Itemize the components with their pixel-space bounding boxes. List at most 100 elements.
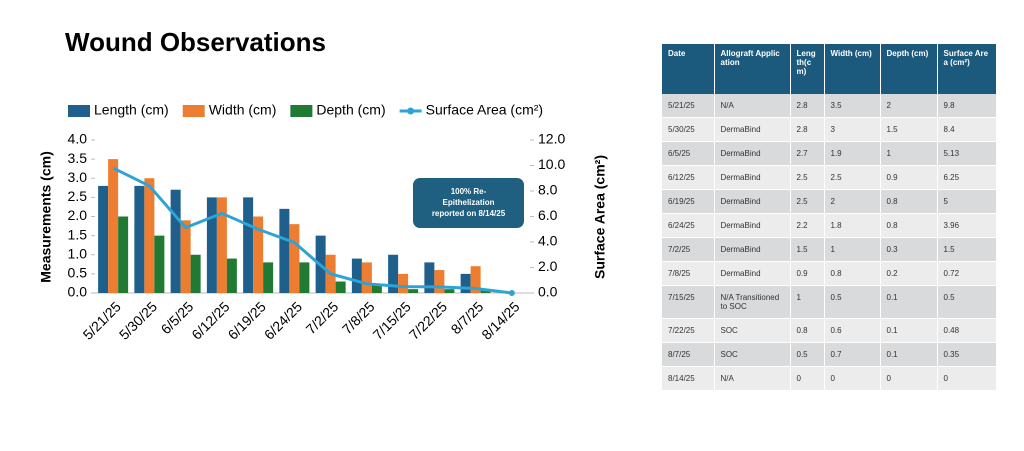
table-row: 8/7/25 SOC 0.5 0.7 0.1 0.35 (662, 342, 997, 367)
legend-swatch (290, 105, 313, 117)
table-cell: 0.9 (790, 261, 825, 286)
column-header: Length(cm) (790, 44, 825, 94)
bar (243, 197, 254, 293)
bar (351, 258, 362, 293)
x-tick-label: 5/21/25 (80, 298, 124, 342)
legend-swatch (407, 107, 415, 115)
x-tick-label: 6/24/25 (261, 298, 305, 342)
table-cell: 0.48 (937, 318, 997, 343)
table-cell: 0.7 (824, 342, 881, 367)
legend-swatch (68, 105, 90, 117)
bar (180, 220, 191, 293)
table-cell: DermaBind (714, 261, 791, 286)
table-cell: 0.8 (880, 213, 938, 238)
chart-title: Wound Observations (65, 27, 326, 57)
y2-tick-label: 8.0 (538, 182, 558, 198)
table-cell: 0.5 (824, 285, 881, 319)
bar (398, 273, 409, 293)
legend-label: Depth (cm) (316, 102, 385, 118)
table-cell: 2.5 (790, 165, 825, 190)
table-cell: 1.9 (824, 141, 881, 166)
table-cell: 8/14/25 (662, 366, 715, 391)
table-cell: 9.8 (937, 94, 997, 118)
bar (299, 262, 310, 293)
column-header: Date (662, 44, 715, 94)
bar (216, 197, 227, 293)
x-tick-label: 8/14/25 (478, 298, 522, 342)
table-cell: 1.5 (937, 237, 997, 262)
table-cell: 0.1 (880, 285, 938, 319)
x-tick-label: 6/19/25 (225, 298, 269, 342)
table-row: 7/8/25 DermaBind 0.9 0.8 0.2 0.72 (662, 261, 997, 286)
table-cell: 0.6 (824, 318, 881, 343)
x-tick-label: 5/30/25 (116, 298, 160, 342)
bar (424, 262, 435, 293)
table-cell: 0 (937, 366, 997, 391)
table-cell: 2 (824, 189, 881, 214)
table-row: 7/15/25 N/A Transitioned to SOC 1 0.5 0.1 0.5 (662, 285, 997, 319)
table-cell: 0 (824, 366, 881, 391)
table-cell: 1.8 (824, 213, 881, 238)
line-marker (508, 290, 515, 296)
chart: Wound Observations Measurements (cm) Sur… (38, 27, 608, 343)
bar (190, 254, 201, 293)
table-cell: 0.72 (937, 261, 997, 286)
table-cell: 0.35 (937, 342, 997, 367)
y-tick-label: 0.0 (68, 284, 88, 300)
bar (170, 189, 181, 293)
y-tick-label: 2.0 (68, 207, 88, 223)
table-cell: 7/22/25 (662, 318, 715, 343)
table-cell: 7/2/25 (662, 237, 715, 262)
legend-label: Length (cm) (94, 102, 169, 118)
bar (335, 281, 346, 293)
table-cell: DermaBind (714, 165, 791, 190)
table-cell: 6/24/25 (662, 213, 715, 238)
table-cell: 6/19/25 (662, 189, 715, 214)
y-tick-label: 1.0 (68, 245, 88, 261)
table-cell: 1.5 (790, 237, 825, 262)
bar (253, 216, 264, 293)
table-cell: 5.13 (937, 141, 997, 166)
table-cell: 7/15/25 (662, 285, 715, 319)
table-cell: 5/21/25 (662, 94, 715, 118)
table-cell: SOC (714, 342, 791, 367)
line (112, 166, 513, 295)
bar (460, 273, 471, 293)
table-row: 8/14/25 N/A 0 0 0 0 (662, 366, 997, 391)
bar (98, 185, 109, 293)
table-cell: 2.8 (790, 94, 825, 118)
bar (470, 266, 481, 293)
y2-tick-label: 4.0 (538, 233, 558, 249)
x-tick-label: 6/12/25 (188, 298, 232, 342)
bar (434, 270, 445, 293)
x-tick-label: 7/15/25 (370, 298, 414, 342)
table-cell: 2.7 (790, 141, 825, 166)
table-cell: 6/5/25 (662, 141, 715, 166)
table-cell: 0.8 (824, 261, 881, 286)
table-cell: 0.8 (790, 318, 825, 343)
table-row: 6/12/25 DermaBind 2.5 2.5 0.9 6.25 (662, 165, 997, 190)
bar (154, 235, 165, 293)
bar (444, 289, 455, 293)
table-cell: 3 (824, 117, 881, 142)
y2-tick-label: 2.0 (538, 258, 558, 274)
table-row: 7/2/25 DermaBind 1.5 1 0.3 1.5 (662, 237, 997, 262)
bar (371, 285, 382, 293)
table-cell: 8/7/25 (662, 342, 715, 367)
y2-axis-label: Surface Area (cm²) (592, 155, 608, 279)
y-tick-label: 1.5 (68, 226, 88, 242)
x-tick-label: 7/2/25 (303, 298, 342, 337)
table-cell: 0.1 (880, 342, 938, 367)
table-cell: N/A (714, 94, 791, 118)
y2-tick-label: 6.0 (538, 207, 558, 223)
annotation: 100% Re-Epithelization reported on 8/14/… (413, 178, 524, 228)
table-cell: 0.8 (880, 189, 938, 214)
bar (206, 197, 217, 293)
table-cell: 0 (880, 366, 938, 391)
table-cell: SOC (714, 318, 791, 343)
table-body: 5/21/25 N/A 2.8 3.5 2 9.8 5/30/25 DermaBind 2.8 3… (662, 94, 997, 391)
table-cell: 1 (824, 237, 881, 262)
table-cell: 5/30/25 (662, 117, 715, 142)
y-tick-label: 2.5 (68, 188, 88, 204)
bar (108, 159, 119, 293)
